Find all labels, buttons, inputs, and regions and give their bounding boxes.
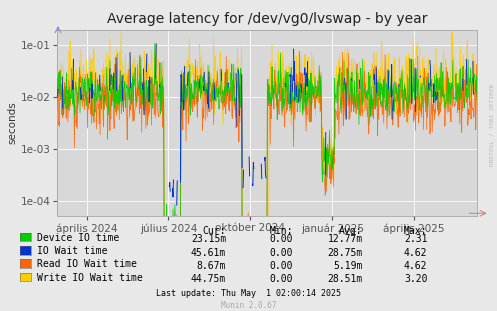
Text: 44.75m: 44.75m bbox=[191, 274, 226, 284]
Text: Munin 2.0.67: Munin 2.0.67 bbox=[221, 301, 276, 310]
Text: Device IO time: Device IO time bbox=[37, 233, 119, 243]
Text: Max:: Max: bbox=[404, 226, 427, 236]
Text: 28.75m: 28.75m bbox=[328, 248, 363, 258]
Text: 0.00: 0.00 bbox=[270, 234, 293, 244]
Text: Avg:: Avg: bbox=[339, 226, 363, 236]
Text: Cur:: Cur: bbox=[203, 226, 226, 236]
Text: Read IO Wait time: Read IO Wait time bbox=[37, 259, 137, 269]
Text: 0.00: 0.00 bbox=[270, 248, 293, 258]
Text: 4.62: 4.62 bbox=[404, 261, 427, 271]
Title: Average latency for /dev/vg0/lvswap - by year: Average latency for /dev/vg0/lvswap - by… bbox=[107, 12, 427, 26]
Text: 3.20: 3.20 bbox=[404, 274, 427, 284]
Text: 28.51m: 28.51m bbox=[328, 274, 363, 284]
Text: 8.67m: 8.67m bbox=[197, 261, 226, 271]
Text: 2.31: 2.31 bbox=[404, 234, 427, 244]
Text: 45.61m: 45.61m bbox=[191, 248, 226, 258]
Text: 4.62: 4.62 bbox=[404, 248, 427, 258]
Text: 0.00: 0.00 bbox=[270, 261, 293, 271]
Text: RRDTOOL / TOBI OETIKER: RRDTOOL / TOBI OETIKER bbox=[490, 83, 495, 166]
Text: IO Wait time: IO Wait time bbox=[37, 246, 108, 256]
Text: 12.77m: 12.77m bbox=[328, 234, 363, 244]
Text: Min:: Min: bbox=[270, 226, 293, 236]
Text: 5.19m: 5.19m bbox=[333, 261, 363, 271]
Text: Last update: Thu May  1 02:00:14 2025: Last update: Thu May 1 02:00:14 2025 bbox=[156, 290, 341, 298]
Text: Write IO Wait time: Write IO Wait time bbox=[37, 273, 143, 283]
Text: 0.00: 0.00 bbox=[270, 274, 293, 284]
Y-axis label: seconds: seconds bbox=[7, 101, 17, 144]
Text: 23.15m: 23.15m bbox=[191, 234, 226, 244]
